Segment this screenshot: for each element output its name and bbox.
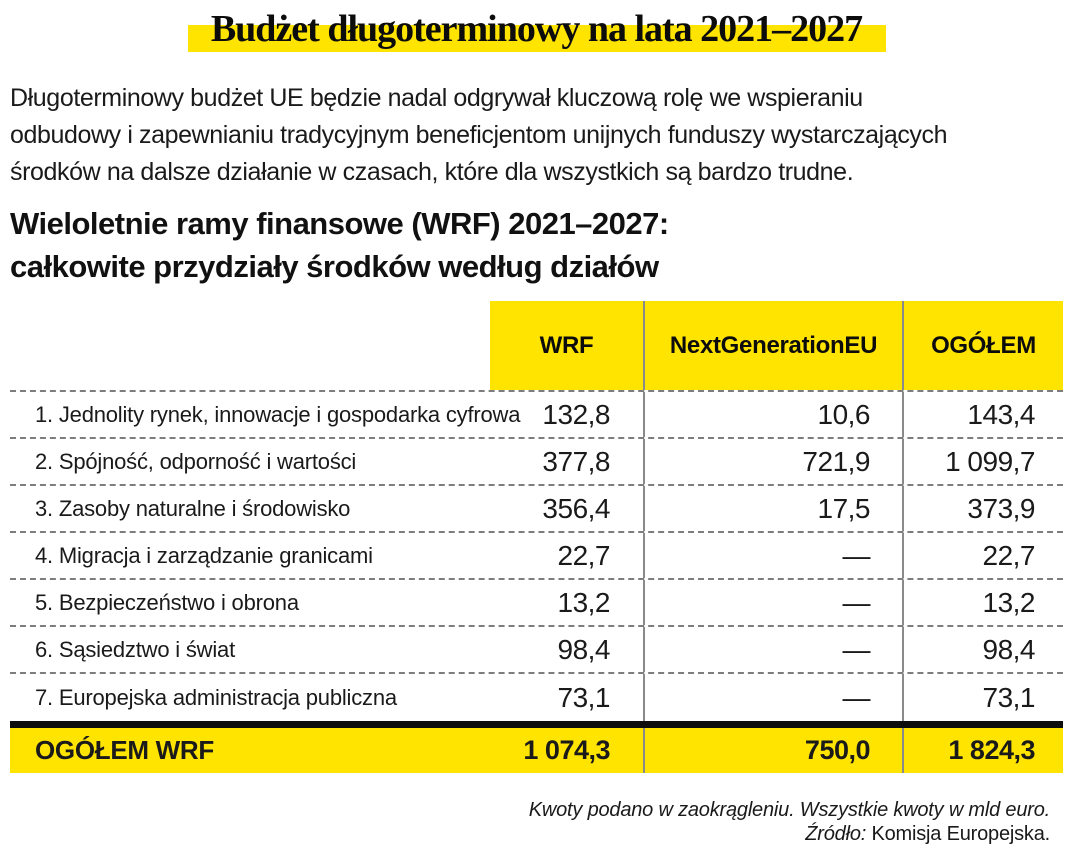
wrf-value: 377,8 (542, 445, 610, 477)
row-label-cell: 3. Zasoby naturalne i środowisko 356,4 (10, 486, 643, 531)
table-header-row: WRF NextGenerationEU OGÓŁEM (10, 301, 1063, 392)
row-label: 4. Migracja i zarządzanie granicami (35, 542, 373, 568)
total-value: 13,2 (902, 580, 1063, 625)
row-label: 5. Bezpieczeństwo i obrona (35, 589, 299, 615)
total-wrf-value: 1 074,3 (523, 735, 610, 765)
total-label-cell: OGÓŁEM WRF 1 074,3 (10, 728, 643, 773)
row-label: 2. Spójność, odporność i wartości (35, 448, 357, 474)
wrf-value: 132,8 (542, 398, 610, 430)
wrf-value: 22,7 (557, 539, 611, 571)
header-spacer-cell: WRF (10, 301, 643, 390)
total-value: 1 099,7 (902, 439, 1063, 484)
total-row-label: OGÓŁEM WRF (35, 735, 214, 765)
intro-line-1: Długoterminowy budżet UE będzie nadal od… (10, 84, 863, 112)
row-label-cell: 1. Jednolity rynek, innowacje i gospodar… (10, 392, 643, 437)
row-label-cell: 2. Spójność, odporność i wartości 377,8 (10, 439, 643, 484)
footnotes: Kwoty podano w zaokrągleniu. Wszystkie k… (0, 798, 1073, 846)
budget-table: WRF NextGenerationEU OGÓŁEM 1. Jednolity… (10, 301, 1063, 773)
ngeu-value: — (643, 627, 902, 672)
table-row: 3. Zasoby naturalne i środowisko 356,4 1… (10, 486, 1063, 533)
column-header-ogolem: OGÓŁEM (902, 301, 1063, 390)
source-value: Komisja Europejska. (866, 823, 1050, 845)
row-label: 1. Jednolity rynek, innowacje i gospodar… (35, 401, 521, 427)
table-total-row: OGÓŁEM WRF 1 074,3 750,0 1 824,3 (10, 721, 1063, 773)
section-heading: Wieloletnie ramy finansowe (WRF) 2021–20… (10, 202, 1063, 288)
intro-paragraph: Długoterminowy budżet UE będzie nadal od… (10, 80, 1063, 191)
wrf-value: 73,1 (557, 681, 611, 713)
wrf-value: 98,4 (557, 633, 611, 665)
ngeu-value: — (643, 580, 902, 625)
column-header-wrf: WRF (490, 301, 643, 390)
section-heading-line-1: Wieloletnie ramy finansowe (WRF) 2021–20… (10, 206, 669, 241)
table-row: 5. Bezpieczeństwo i obrona 13,2 — 13,2 (10, 580, 1063, 627)
source-label: Źródło: (805, 823, 867, 845)
total-ngeu-value: 750,0 (643, 728, 902, 773)
row-label: 3. Zasoby naturalne i środowisko (35, 495, 351, 521)
table-row: 4. Migracja i zarządzanie granicami 22,7… (10, 533, 1063, 580)
title-section: Budżet długoterminowy na lata 2021–2027 (0, 0, 1073, 54)
total-value: 143,4 (902, 392, 1063, 437)
ngeu-value: — (643, 533, 902, 578)
total-value: 22,7 (902, 533, 1063, 578)
intro-line-3: środków na dalsze działanie w czasach, k… (10, 158, 854, 186)
total-value: 73,1 (902, 674, 1063, 721)
row-label-cell: 6. Sąsiedztwo i świat 98,4 (10, 627, 643, 672)
section-heading-line-2: całkowite przydziały środków według dzia… (10, 249, 659, 284)
row-label: 7. Europejska administracja publiczna (35, 684, 397, 710)
table-row: 2. Spójność, odporność i wartości 377,8 … (10, 439, 1063, 486)
table-row: 7. Europejska administracja publiczna 73… (10, 674, 1063, 721)
row-label-cell: 4. Migracja i zarządzanie granicami 22,7 (10, 533, 643, 578)
wrf-value: 13,2 (557, 586, 611, 618)
ngeu-value: 10,6 (643, 392, 902, 437)
source-note: Źródło: Komisja Europejska. (0, 822, 1050, 846)
row-label: 6. Sąsiedztwo i świat (35, 636, 235, 662)
row-label-cell: 7. Europejska administracja publiczna 73… (10, 674, 643, 721)
page-title: Budżet długoterminowy na lata 2021–2027 (210, 8, 863, 50)
ngeu-value: 17,5 (643, 486, 902, 531)
total-ogolem-value: 1 824,3 (902, 728, 1063, 773)
total-value: 373,9 (902, 486, 1063, 531)
table-row: 6. Sąsiedztwo i świat 98,4 — 98,4 (10, 627, 1063, 674)
column-header-nextgenerationeu: NextGenerationEU (643, 301, 902, 390)
title-highlight (187, 25, 886, 52)
ngeu-value: 721,9 (643, 439, 902, 484)
ngeu-value: — (643, 674, 902, 721)
intro-line-2: odbudowy i zapewnianiu tradycyjnym benef… (10, 121, 948, 149)
row-label-cell: 5. Bezpieczeństwo i obrona 13,2 (10, 580, 643, 625)
rounding-note: Kwoty podano w zaokrągleniu. Wszystkie k… (528, 799, 1050, 821)
wrf-value: 356,4 (542, 492, 610, 524)
total-value: 98,4 (902, 627, 1063, 672)
table-row: 1. Jednolity rynek, innowacje i gospodar… (10, 392, 1063, 439)
